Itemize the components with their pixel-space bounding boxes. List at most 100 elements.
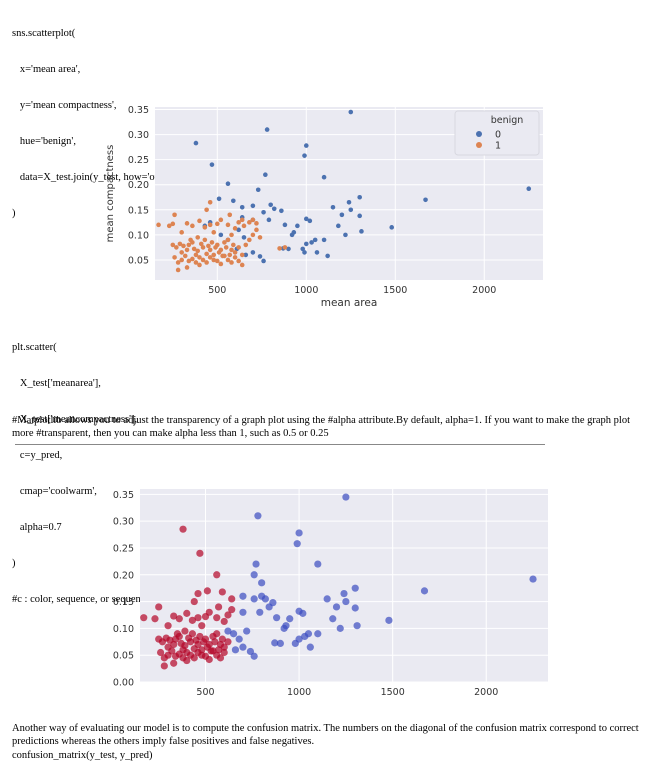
data-point xyxy=(250,232,256,238)
data-point xyxy=(273,614,281,622)
data-point xyxy=(268,202,273,208)
data-point xyxy=(295,223,300,229)
data-point xyxy=(258,579,266,587)
data-point xyxy=(194,640,202,649)
data-point xyxy=(168,647,176,655)
data-point xyxy=(207,255,213,260)
data-point xyxy=(194,614,202,622)
data-point xyxy=(243,242,249,248)
data-point xyxy=(209,240,215,245)
data-point xyxy=(196,549,204,557)
data-point xyxy=(340,589,348,598)
seaborn-scatter-figure: 500 1000 1500 2000 0.05 0.10 0.15 0.20 0.25 0.30 0… xyxy=(105,105,543,309)
data-point xyxy=(247,237,252,243)
confusion-matrix-call: confusion_matrix(y_test, y_pred) xyxy=(12,750,153,761)
data-point xyxy=(353,622,361,630)
data-point xyxy=(181,627,189,635)
y-tick-label: 0.25 xyxy=(113,543,134,554)
y-tick-label: 0.05 xyxy=(128,255,149,266)
data-point xyxy=(314,630,322,638)
data-point xyxy=(282,222,288,228)
y-tick-label: 0.20 xyxy=(113,570,134,581)
data-point xyxy=(174,245,179,250)
data-point xyxy=(389,225,395,230)
data-point xyxy=(321,174,327,180)
data-point xyxy=(348,207,354,213)
data-point xyxy=(218,217,224,223)
data-point xyxy=(529,575,537,583)
data-point xyxy=(250,250,256,255)
data-point xyxy=(254,512,262,520)
y-tick-label: 0.10 xyxy=(128,230,149,241)
data-point xyxy=(239,217,245,223)
data-point xyxy=(423,197,428,203)
y-tick-label: 0.20 xyxy=(128,180,149,191)
data-point xyxy=(235,635,243,643)
data-point xyxy=(207,222,213,228)
data-point xyxy=(329,615,337,623)
confusion-matrix-prose: Another way of evaluating our model is t… xyxy=(12,723,639,747)
data-point xyxy=(179,525,187,533)
data-point xyxy=(140,614,148,622)
data-point xyxy=(232,250,238,255)
data-point xyxy=(177,241,183,247)
data-point xyxy=(197,262,202,268)
legend-entry: 0 xyxy=(495,130,501,141)
data-point xyxy=(175,260,181,265)
data-point xyxy=(225,222,231,228)
data-point xyxy=(239,592,247,600)
data-point xyxy=(526,186,532,192)
data-point xyxy=(291,639,299,647)
data-point xyxy=(279,208,284,214)
data-point xyxy=(330,204,336,210)
data-point xyxy=(225,237,231,243)
data-point xyxy=(207,199,213,205)
data-point xyxy=(224,627,232,635)
data-point xyxy=(190,597,198,606)
data-point xyxy=(300,246,306,252)
data-point xyxy=(239,643,247,651)
data-point xyxy=(257,235,263,240)
data-point xyxy=(231,646,240,654)
data-point xyxy=(218,247,224,253)
data-point xyxy=(205,640,213,649)
data-point xyxy=(197,218,202,224)
data-point xyxy=(190,654,198,662)
data-point xyxy=(346,199,352,205)
legend-marker xyxy=(476,142,482,148)
code-line: x='mean area', xyxy=(12,64,81,75)
data-point xyxy=(220,648,228,657)
data-point xyxy=(151,615,159,623)
data-point xyxy=(220,643,228,651)
data-point xyxy=(184,247,190,253)
code-line: sns.scatterplot( xyxy=(12,28,76,39)
data-point xyxy=(236,220,241,225)
data-point xyxy=(175,632,183,641)
data-point xyxy=(155,603,163,611)
data-point xyxy=(193,140,199,146)
y-tick-label: 0.30 xyxy=(128,130,149,141)
data-point xyxy=(196,632,204,641)
data-point xyxy=(225,181,231,187)
data-point xyxy=(321,237,327,243)
data-point xyxy=(332,603,341,611)
data-point xyxy=(246,647,255,656)
data-point xyxy=(170,221,176,227)
data-point xyxy=(181,641,189,650)
data-point xyxy=(229,247,234,253)
divider xyxy=(15,444,545,445)
data-point xyxy=(266,217,272,223)
data-point xyxy=(198,241,204,247)
data-point xyxy=(179,230,184,235)
data-point xyxy=(223,245,229,250)
data-point xyxy=(216,196,222,202)
data-point xyxy=(243,627,251,635)
data-point xyxy=(170,612,178,620)
data-point xyxy=(224,611,232,619)
data-point xyxy=(183,656,191,665)
data-point xyxy=(198,622,206,630)
data-point xyxy=(182,253,188,259)
legend-marker xyxy=(476,131,482,137)
data-point xyxy=(342,493,350,501)
data-point xyxy=(309,240,314,245)
